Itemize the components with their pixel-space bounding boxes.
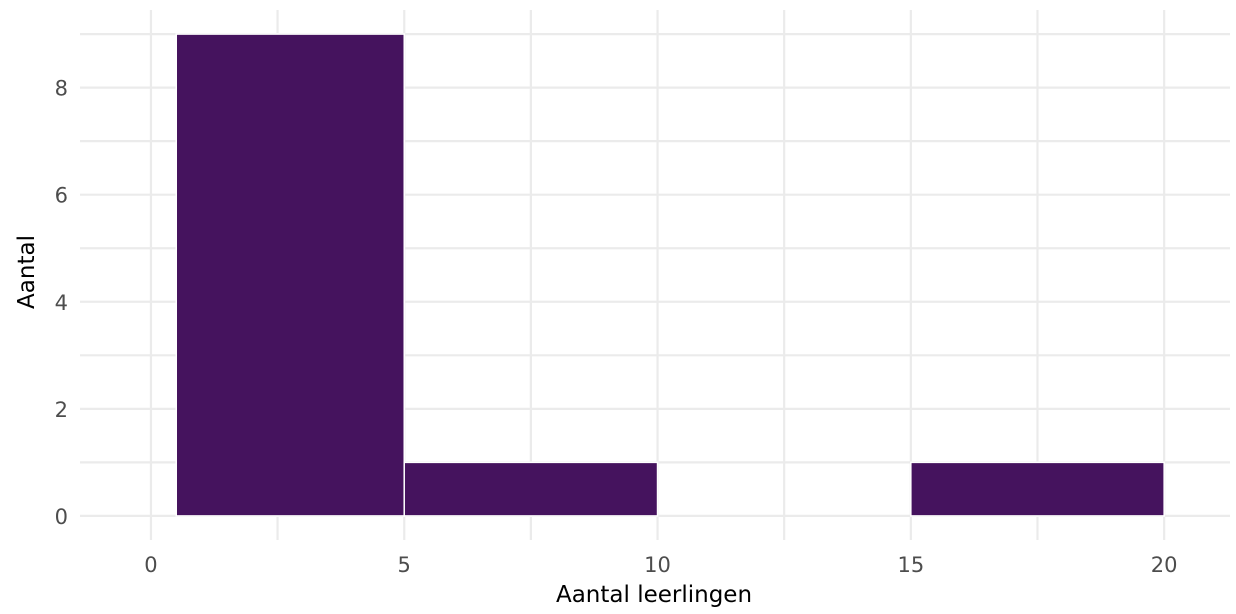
histogram-bar-0 [175,33,405,517]
x-axis-ticks: 0 5 10 15 20 [144,553,1177,577]
y-axis-ticks: 0 2 4 6 8 [55,77,68,529]
histogram-bar-3 [910,461,1165,517]
y-tick-label-4: 8 [55,77,68,101]
x-tick-label-2: 10 [644,553,671,577]
x-tick-label-4: 20 [1151,553,1178,577]
x-tick-label-3: 15 [897,553,924,577]
histogram-bars [175,33,1165,517]
x-tick-label-1: 5 [398,553,411,577]
y-tick-label-1: 2 [55,398,68,422]
x-axis-title: Aantal leerlingen [556,582,752,608]
y-axis-title: Aantal [14,235,40,309]
y-tick-label-0: 0 [55,505,68,529]
x-tick-label-0: 0 [144,553,157,577]
y-tick-label-2: 4 [55,291,68,315]
y-tick-label-3: 6 [55,184,68,208]
histogram-bar-1 [403,461,659,517]
